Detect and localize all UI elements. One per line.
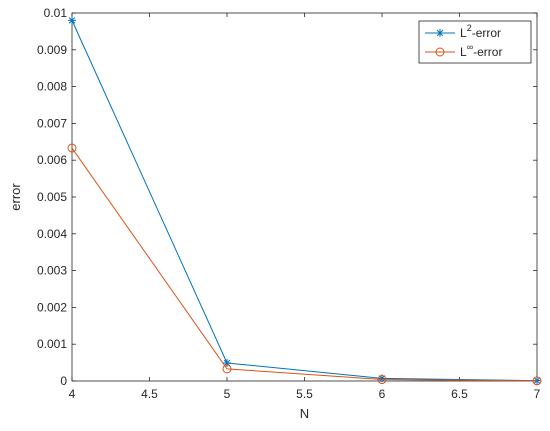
data-point xyxy=(377,375,387,385)
legend-label-base: L xyxy=(460,26,467,40)
y-tick-label: 0.005 xyxy=(37,190,67,204)
legend-entry: L∞-error xyxy=(425,42,502,59)
x-tick-label: 7 xyxy=(534,387,541,401)
axes: 4 4.5 5 5.5 6 6.5 7 0 0.001 0.002 0.003 0.004 0.005 0… xyxy=(8,6,541,421)
legend-entry: L2-error xyxy=(425,23,501,40)
marker-stroke xyxy=(378,375,386,382)
data-point xyxy=(532,376,542,386)
legend-label: L∞-error xyxy=(460,42,502,59)
y-tick-label: 0.003 xyxy=(37,264,67,278)
legend-marker xyxy=(435,47,445,57)
legend-marker xyxy=(436,29,444,37)
y-tick-label: 0.009 xyxy=(37,43,67,57)
marker-stroke xyxy=(436,29,444,37)
data-point xyxy=(68,16,76,25)
legend-box xyxy=(418,20,532,64)
plot-area xyxy=(72,13,537,381)
legend-label-base: L xyxy=(460,45,467,59)
series-1 xyxy=(67,143,542,386)
y-tick-label: 0.004 xyxy=(37,227,67,241)
y-tick-label: 0.002 xyxy=(37,300,67,314)
series-line xyxy=(71,147,538,382)
y-axis-label: error xyxy=(8,183,23,211)
y-tick-label: 0 xyxy=(60,374,67,388)
y-tick-label: 0.007 xyxy=(37,116,67,130)
legend-label-rest: -error xyxy=(472,26,501,40)
x-axis-label: N xyxy=(300,406,309,421)
x-tick-label: 6 xyxy=(379,387,386,401)
x-tick-label: 4 xyxy=(69,387,76,401)
x-tick-label: 4.5 xyxy=(141,387,158,401)
legend-label-rest: -error xyxy=(473,45,502,59)
x-tick-label: 5 xyxy=(224,387,231,401)
x-tick-label: 6.5 xyxy=(451,387,468,401)
legend-label-superscript: 2 xyxy=(467,23,472,33)
marker-stroke xyxy=(68,17,76,24)
series-layer xyxy=(67,16,542,386)
legend-label-superscript: ∞ xyxy=(467,42,473,52)
y-tick-label: 0.001 xyxy=(37,337,67,351)
series-line xyxy=(71,20,538,382)
y-tick-label: 0.01 xyxy=(44,6,68,20)
y-tick-label: 0.008 xyxy=(37,80,67,94)
legend-label: L2-error xyxy=(460,23,501,40)
data-point xyxy=(222,364,232,374)
x-tick-label: 5.5 xyxy=(296,387,313,401)
data-point xyxy=(67,143,77,153)
y-tick-label: 0.006 xyxy=(37,153,67,167)
